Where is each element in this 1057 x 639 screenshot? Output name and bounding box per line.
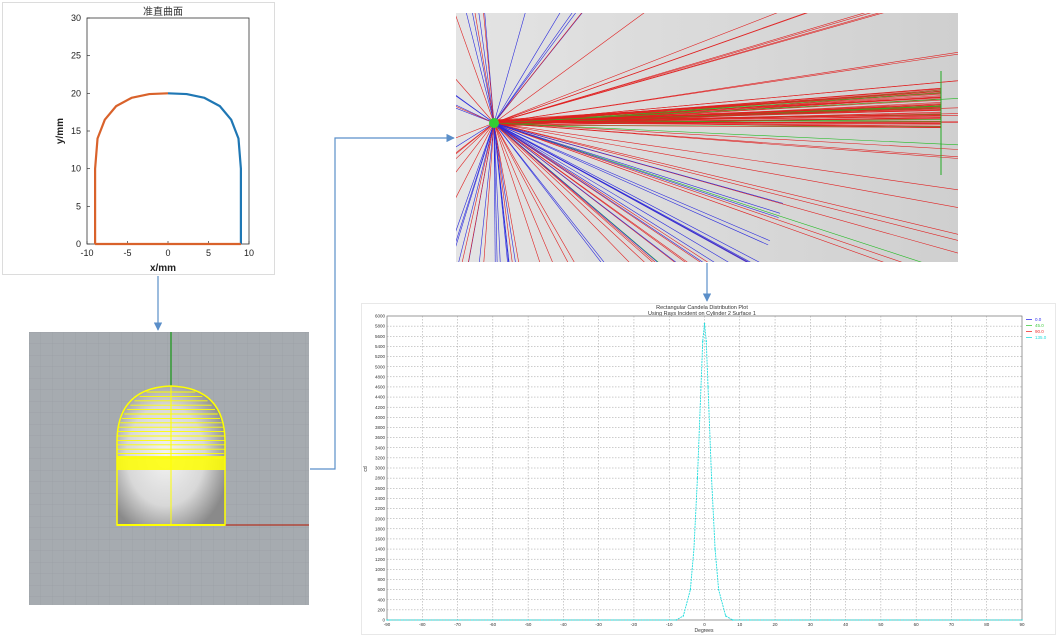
arrow-model-to-raytrace <box>310 138 454 469</box>
